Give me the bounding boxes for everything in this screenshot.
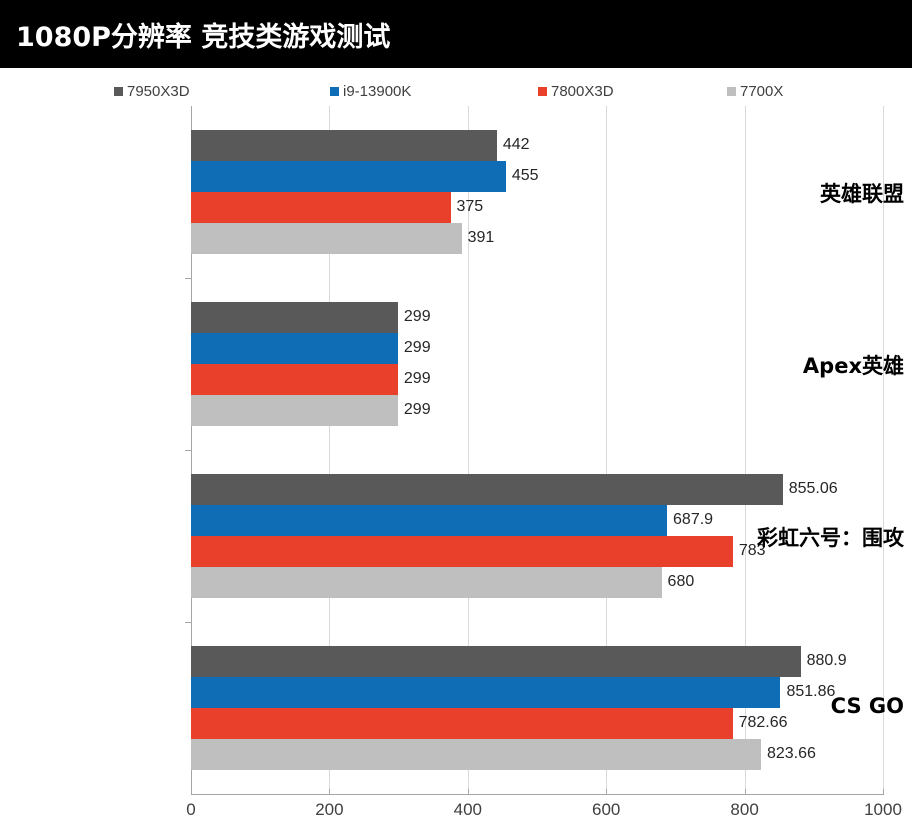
category-label: 英雄联盟 xyxy=(820,182,904,206)
bar-i9-13900k-2[interactable] xyxy=(191,505,668,536)
plot-area: 442 455 375 391 299 299 299 299 855.06 687.9 783 68… xyxy=(191,106,884,794)
bar-value-label: 855.06 xyxy=(788,479,838,497)
bar-value-label: 455 xyxy=(511,166,539,184)
bar-7700x-2[interactable] xyxy=(191,567,662,598)
x-axis-tick xyxy=(467,789,469,795)
bar-value-label: 299 xyxy=(403,307,431,325)
x-axis-tick xyxy=(606,789,608,795)
legend-label: 7800X3D xyxy=(551,82,614,100)
bar-value-label: 782.66 xyxy=(738,713,788,731)
x-axis-tick-label: 600 xyxy=(592,800,621,819)
y-axis-line xyxy=(191,106,192,795)
x-axis-tick-label: 0 xyxy=(186,800,196,819)
bar-7800x3d-3[interactable] xyxy=(191,708,733,739)
bar-value-label: 783 xyxy=(738,541,766,559)
bar-value-label: 680 xyxy=(667,572,695,590)
bar-value-label: 375 xyxy=(456,197,484,215)
x-axis-tick-label: 800 xyxy=(730,800,759,819)
bar-7800x3d-1[interactable] xyxy=(191,364,398,395)
bar-7800x3d-0[interactable] xyxy=(191,192,451,223)
legend-item-7700x[interactable]: 7700X xyxy=(727,78,783,104)
chart-legend: 7950X3D i9-13900K 7800X3D 7700X xyxy=(0,78,912,104)
gridline xyxy=(883,106,884,794)
bar-value-label: 851.86 xyxy=(786,682,836,700)
legend-swatch-icon xyxy=(114,86,123,96)
bar-7700x-1[interactable] xyxy=(191,395,398,426)
x-axis-tick xyxy=(191,789,192,795)
bar-value-label: 687.9 xyxy=(673,510,714,528)
bar-7700x-3[interactable] xyxy=(191,739,761,770)
legend-item-i9-13900k[interactable]: i9-13900K xyxy=(330,78,411,104)
bar-7950x3d-0[interactable] xyxy=(191,130,497,161)
bar-i9-13900k-3[interactable] xyxy=(191,677,781,708)
y-axis-group-tick xyxy=(185,622,191,623)
legend-swatch-icon xyxy=(727,86,736,96)
y-axis-group-tick xyxy=(185,450,191,451)
bar-value-label: 823.66 xyxy=(766,744,816,762)
x-axis-tick-label: 1000 xyxy=(864,800,902,819)
legend-item-7800x3d[interactable]: 7800X3D xyxy=(538,78,614,104)
bar-7950x3d-3[interactable] xyxy=(191,646,801,677)
x-axis-tick xyxy=(744,789,746,795)
category-label: CS GO xyxy=(830,694,904,718)
legend-label: 7950X3D xyxy=(127,82,190,100)
bar-7950x3d-2[interactable] xyxy=(191,474,783,505)
legend-item-7950x3d[interactable]: 7950X3D xyxy=(114,78,190,104)
bar-value-label: 299 xyxy=(403,400,431,418)
bar-i9-13900k-1[interactable] xyxy=(191,333,398,364)
bar-7800x3d-2[interactable] xyxy=(191,536,733,567)
legend-swatch-icon xyxy=(538,86,547,96)
x-axis-line xyxy=(191,794,884,795)
x-axis-tick-label: 200 xyxy=(315,800,344,819)
legend-swatch-icon xyxy=(330,86,339,96)
bar-7950x3d-1[interactable] xyxy=(191,302,398,333)
y-axis-group-tick xyxy=(185,278,191,279)
legend-label: i9-13900K xyxy=(343,82,412,100)
bar-value-label: 299 xyxy=(403,338,431,356)
category-label: 彩虹六号：围攻 xyxy=(757,526,904,550)
gridline xyxy=(744,106,746,794)
bar-value-label: 442 xyxy=(502,135,530,153)
gridline xyxy=(606,106,608,794)
page-title: 1080P分辨率 竞技类游戏测试 xyxy=(16,21,391,53)
legend-label: 7700X xyxy=(740,82,784,100)
x-axis-tick xyxy=(883,789,884,795)
x-axis-tick-label: 400 xyxy=(453,800,482,819)
category-label: Apex英雄 xyxy=(802,354,904,378)
bar-7700x-0[interactable] xyxy=(191,223,462,254)
gridline xyxy=(467,106,469,794)
gridline xyxy=(329,106,331,794)
title-bar: 1080P分辨率 竞技类游戏测试 xyxy=(0,0,912,68)
bar-value-label: 299 xyxy=(403,369,431,387)
bar-value-label: 391 xyxy=(467,228,495,246)
x-axis-tick xyxy=(329,789,331,795)
bar-value-label: 880.9 xyxy=(806,651,847,669)
bar-i9-13900k-0[interactable] xyxy=(191,161,506,192)
